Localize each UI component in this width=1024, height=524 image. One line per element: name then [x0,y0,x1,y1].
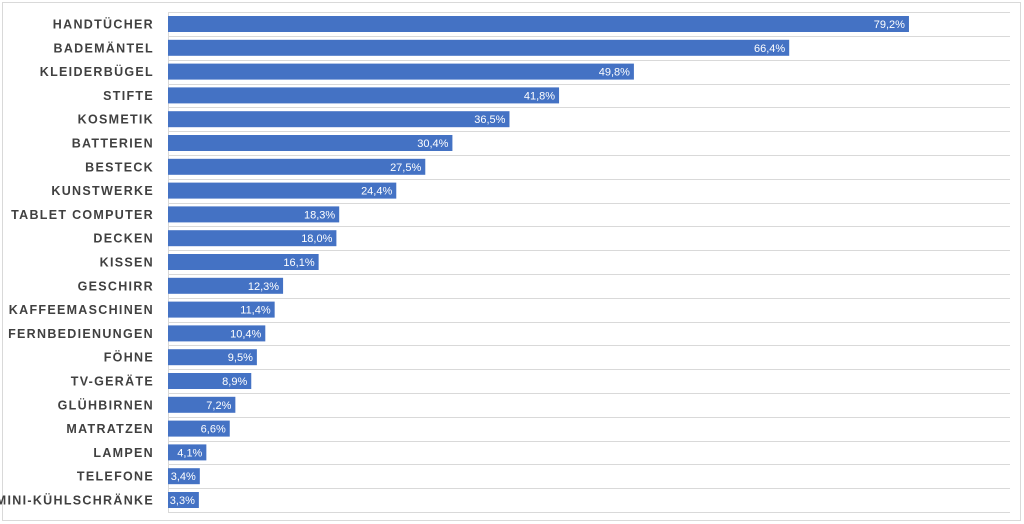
category-label: KAFFEEMASCHINEN [9,303,154,317]
category-label: TV-GERÄTE [71,374,154,389]
bar [168,158,426,175]
bar-value-label: 49,8% [599,67,630,79]
bar-value-label: 9,5% [228,352,253,364]
bar-value-label: 41,8% [524,90,555,102]
bar [168,444,207,461]
bar-value-label: 36,5% [474,114,505,126]
category-label: FERNBEDIENUNGEN [8,327,154,341]
bar-value-label: 3,4% [171,471,196,483]
bar-value-label: 16,1% [283,257,314,269]
bar-value-label: 24,4% [361,186,392,198]
bar [168,325,266,342]
category-label: TABLET COMPUTER [11,208,154,222]
bar [168,277,284,294]
bar [168,420,230,437]
category-label: KOSMETIK [78,113,154,127]
bar [168,206,340,223]
grid-layer [168,12,1010,513]
bar-value-label: 6,6% [201,424,226,436]
bar-value-label: 30,4% [417,138,448,150]
bar-value-label: 7,2% [206,400,231,412]
category-label-layer: HANDTÜCHER BADEMÄNTEL KLEIDERBÜGEL STIFTE KO… [0,17,155,508]
category-label: MINI-KÜHLSCHRÄNKE [0,493,154,508]
bar-value-label: 79,2% [874,19,905,31]
bar-value-label: 3,3% [170,495,195,507]
category-label: KUNSTWERKE [51,184,154,198]
bar [168,492,199,508]
bar [168,182,397,199]
bar [168,39,790,56]
bar-value-label: 4,1% [177,447,202,459]
bar [168,63,634,80]
category-label: BADEMÄNTEL [54,40,155,55]
bar-value-label: 10,4% [230,328,261,340]
bar [168,396,236,413]
category-label: KLEIDERBÜGEL [40,64,154,79]
category-label: LAMPEN [93,446,154,460]
bar [168,230,337,247]
bar-value-label: 18,0% [301,233,332,245]
bar [168,87,560,104]
category-label: KISSEN [100,256,154,270]
bar-value-label: 66,4% [754,43,785,55]
category-label: DECKEN [93,232,154,246]
category-label: TELEFONE [77,470,154,484]
bar-value-label: 11,4% [240,305,271,317]
category-label: BESTECK [85,160,154,174]
bar-value-label: 27,5% [390,162,421,174]
bar [168,135,453,151]
bar [168,373,252,389]
bar-layer: 79,2% 66,4% 49,8% 41,8% 36,5% 30,4% 27,5% 24,4%… [168,16,909,508]
category-label: MATRATZEN [66,422,154,436]
bar-value-label: 18,3% [304,209,335,221]
bar-value-label: 8,9% [222,376,247,388]
category-label: BATTERIEN [72,137,154,151]
category-label: HANDTÜCHER [53,17,154,32]
category-label: STIFTE [103,89,154,103]
bar [168,16,909,32]
category-label: GESCHIRR [78,279,154,293]
bar [168,301,275,318]
bar-value-label: 12,3% [248,281,279,293]
bar [168,468,200,485]
bar [168,254,319,270]
bar [168,349,257,366]
category-label: GLÜHBIRNEN [58,397,154,412]
bar [168,111,510,128]
category-label: FÖHNE [104,350,154,365]
